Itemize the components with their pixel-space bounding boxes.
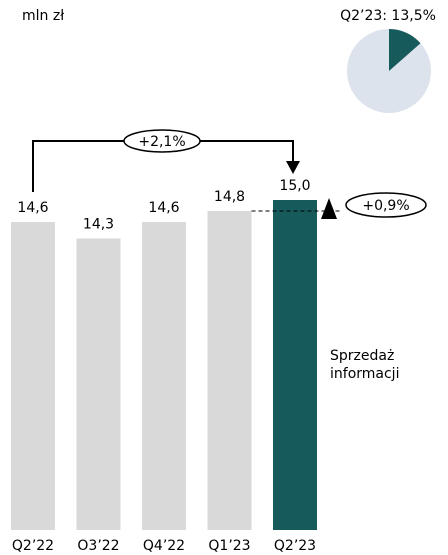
pie-slice	[389, 29, 421, 71]
pie-label: Q2’23: 13,5%	[340, 8, 436, 24]
annotation-bubble	[123, 129, 201, 153]
bar	[11, 222, 55, 530]
bar	[142, 222, 186, 530]
value-label: 14,8	[214, 189, 245, 205]
x-tick-label: Q4’22	[143, 538, 185, 554]
x-tick-label: Q2’22	[12, 538, 54, 554]
arrow-head	[286, 161, 300, 174]
value-label: 14,6	[148, 200, 179, 216]
bar	[273, 200, 317, 530]
value-label: 15,0	[279, 178, 310, 194]
value-label: 14,6	[17, 200, 48, 216]
annotation-bubble	[345, 192, 427, 218]
series-label: Sprzedaż informacji	[330, 348, 400, 382]
x-tick-label: O3’22	[77, 538, 119, 554]
annotation: +0,9%	[362, 198, 409, 214]
arrow-head	[321, 198, 337, 219]
x-tick-label: Q1’23	[208, 538, 250, 554]
unit-label: mln zł	[22, 8, 64, 24]
bar	[76, 238, 121, 530]
value-label: 14,3	[83, 217, 114, 233]
annotation: +2,1%	[138, 134, 185, 150]
bar	[207, 211, 252, 530]
x-tick-label: Q2’23	[274, 538, 316, 554]
